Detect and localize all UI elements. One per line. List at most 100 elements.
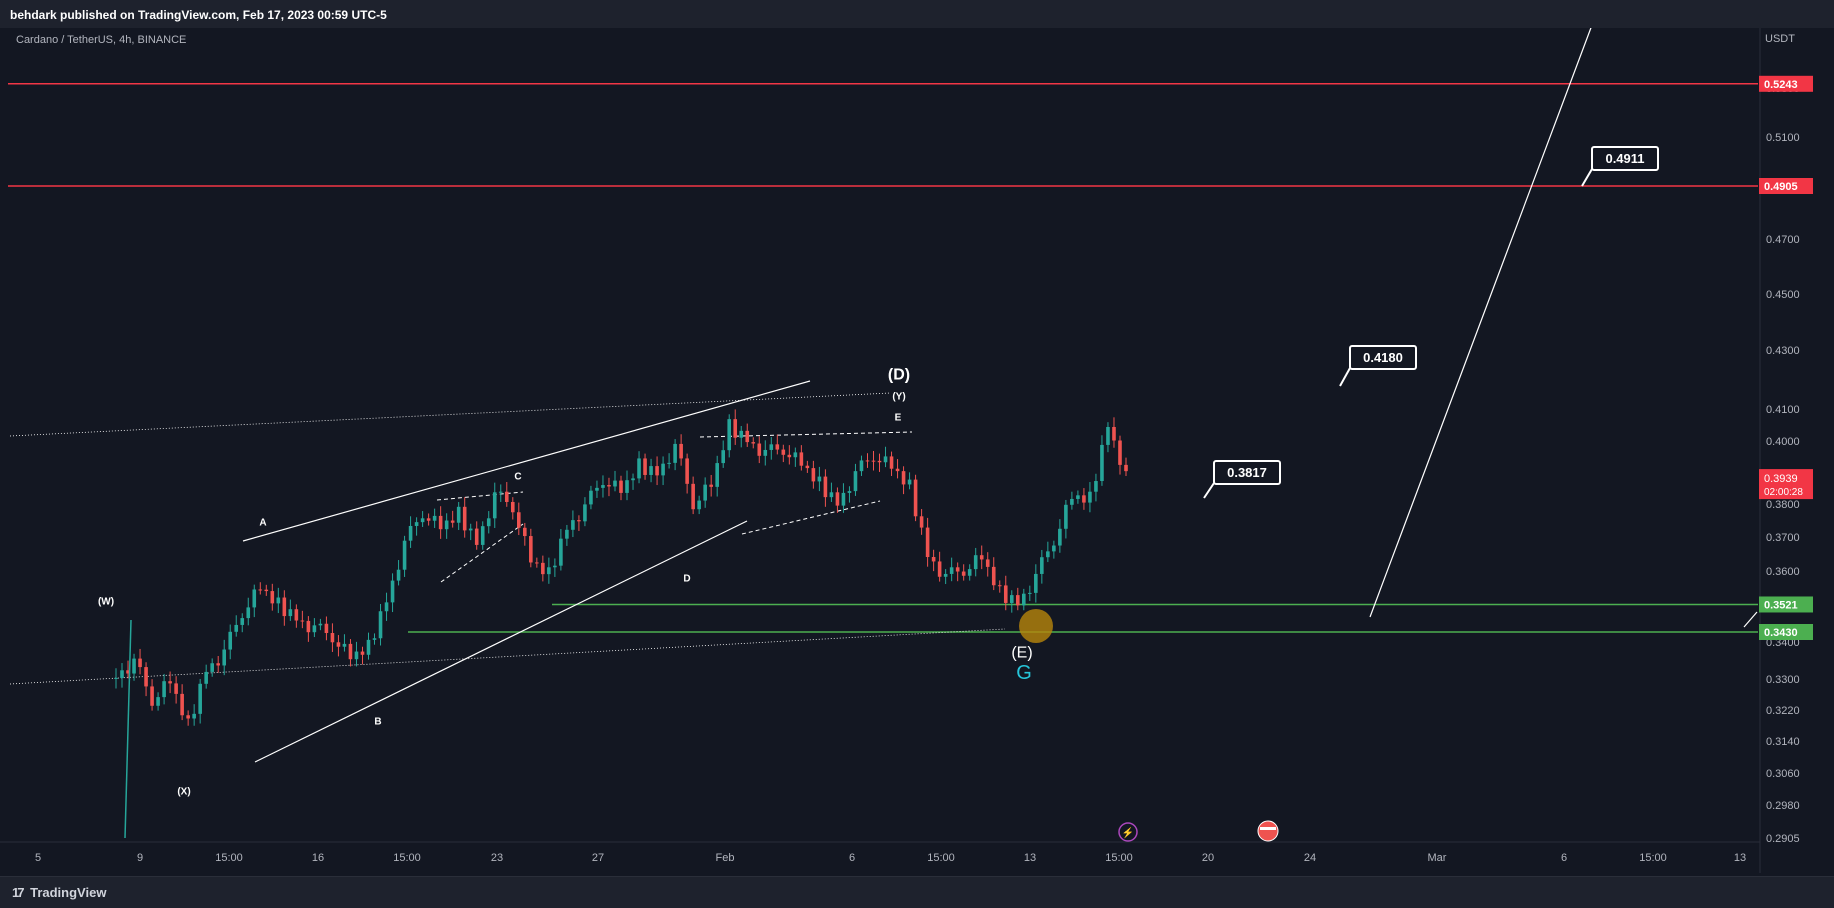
candle-body (1009, 595, 1014, 603)
candle-body (529, 536, 533, 563)
callout-pointer (1581, 168, 1593, 187)
dotted-lower[interactable] (9, 628, 1006, 685)
candle-body (276, 597, 281, 604)
candle-body (420, 518, 425, 523)
target-callout-label: 0.3817 (1227, 465, 1267, 480)
trendline-lower[interactable] (254, 520, 748, 763)
projection-line[interactable] (1369, 28, 1592, 618)
lightning-event-icon[interactable] (1118, 822, 1138, 842)
candle-body (138, 658, 142, 668)
time-tick-label: 5 (35, 852, 41, 864)
candle-body (541, 562, 545, 575)
lightning-glyph: ⚡ (1122, 826, 1134, 839)
price-tick-label: 0.3700 (1766, 532, 1800, 544)
candle-body (234, 624, 239, 632)
reversal-zone-marker[interactable] (1019, 609, 1053, 643)
price-tick-label: 0.3060 (1766, 768, 1800, 780)
candle-body (913, 479, 918, 517)
triangle-c-lower[interactable] (440, 523, 524, 583)
candle-body (649, 466, 653, 475)
candle-body (625, 480, 629, 493)
candle-body (559, 538, 563, 566)
candle-body (565, 529, 569, 539)
price-tick-label: 0.3800 (1766, 499, 1800, 511)
candle-body (450, 520, 455, 523)
candle-body (1040, 557, 1044, 574)
wave-label: C (514, 472, 521, 483)
wave-label: (D) (888, 367, 910, 384)
candle-body (667, 462, 671, 464)
candle-body (1021, 593, 1026, 606)
candle-body (829, 492, 834, 498)
candle-body (462, 506, 467, 531)
price-tick-label: 0.3600 (1766, 566, 1800, 578)
candle-body (1112, 426, 1116, 441)
candle-body (823, 476, 828, 498)
candle-body (643, 458, 647, 475)
candle-body (637, 458, 641, 479)
candle-body (715, 463, 719, 487)
target-callout[interactable] (1349, 345, 1417, 370)
target-callout[interactable] (1213, 460, 1281, 485)
candle-body (781, 449, 786, 455)
candle-body (402, 540, 407, 570)
price-chart-svg[interactable]: USDT0.53000.51000.47000.45000.43000.4100… (0, 28, 1834, 880)
wave-label: E (895, 413, 902, 424)
arrow-line (1743, 611, 1758, 628)
candle-body (258, 589, 263, 591)
candle-body (378, 611, 383, 639)
current-price-tag (1759, 469, 1813, 500)
chart-area[interactable]: USDT0.53000.51000.47000.45000.43000.4100… (0, 28, 1834, 880)
support-2-price-tag (1759, 624, 1813, 640)
tradingview-brand[interactable]: 17 TradingView (12, 885, 106, 900)
price-tick-label: 0.3300 (1766, 674, 1800, 686)
candle-body (156, 697, 160, 706)
candle-body (1046, 551, 1050, 558)
candle-body (1052, 545, 1056, 552)
candle-body (468, 528, 473, 531)
candle-body (877, 460, 882, 463)
candle-body (510, 501, 515, 513)
chart-background (0, 28, 1834, 880)
candle-body (901, 471, 906, 485)
candle-body (523, 527, 527, 537)
candle-body (589, 490, 593, 505)
candle-body (180, 693, 184, 716)
wave-label: (E) (1011, 645, 1032, 662)
candle-body (270, 591, 275, 604)
time-tick-label: 24 (1304, 852, 1316, 864)
candle-body (186, 715, 190, 719)
price-tick-label: 0.4300 (1766, 345, 1800, 357)
candle-body (793, 452, 798, 458)
target-callout-label: 0.4180 (1363, 350, 1403, 365)
candle-body (727, 419, 732, 451)
time-tick-label: 15:00 (1639, 852, 1667, 864)
candle-body (222, 649, 227, 666)
time-tick-label: 20 (1202, 852, 1214, 864)
candle-body (246, 607, 251, 619)
wave-label: G (1016, 662, 1032, 684)
candle-body (444, 520, 449, 530)
candle-body (1064, 504, 1068, 529)
candle-body (174, 683, 178, 694)
candle-body (144, 667, 148, 687)
price-axis-unit: USDT (1765, 33, 1795, 45)
candle-body (228, 631, 233, 650)
wave-label: D (683, 574, 690, 585)
candle-body (967, 569, 972, 576)
candle-body (925, 527, 930, 558)
candle-body (360, 651, 365, 655)
candle-body (583, 504, 587, 522)
footer-bar: 17 TradingView (0, 876, 1834, 908)
candle-body (336, 642, 341, 647)
publisher-text: behdark published on TradingView.com, Fe… (10, 8, 387, 22)
candle-body (294, 609, 299, 621)
candle-body (979, 555, 984, 560)
candle-body (1100, 444, 1104, 482)
target-callout[interactable] (1591, 146, 1659, 171)
triangle-e-lower[interactable] (741, 500, 881, 535)
us-flag-economic-event-icon[interactable] (1257, 820, 1279, 842)
price-tick-label: 0.2980 (1766, 800, 1800, 812)
triangle-c-upper[interactable] (436, 491, 524, 501)
trendline-upper[interactable] (242, 380, 811, 542)
